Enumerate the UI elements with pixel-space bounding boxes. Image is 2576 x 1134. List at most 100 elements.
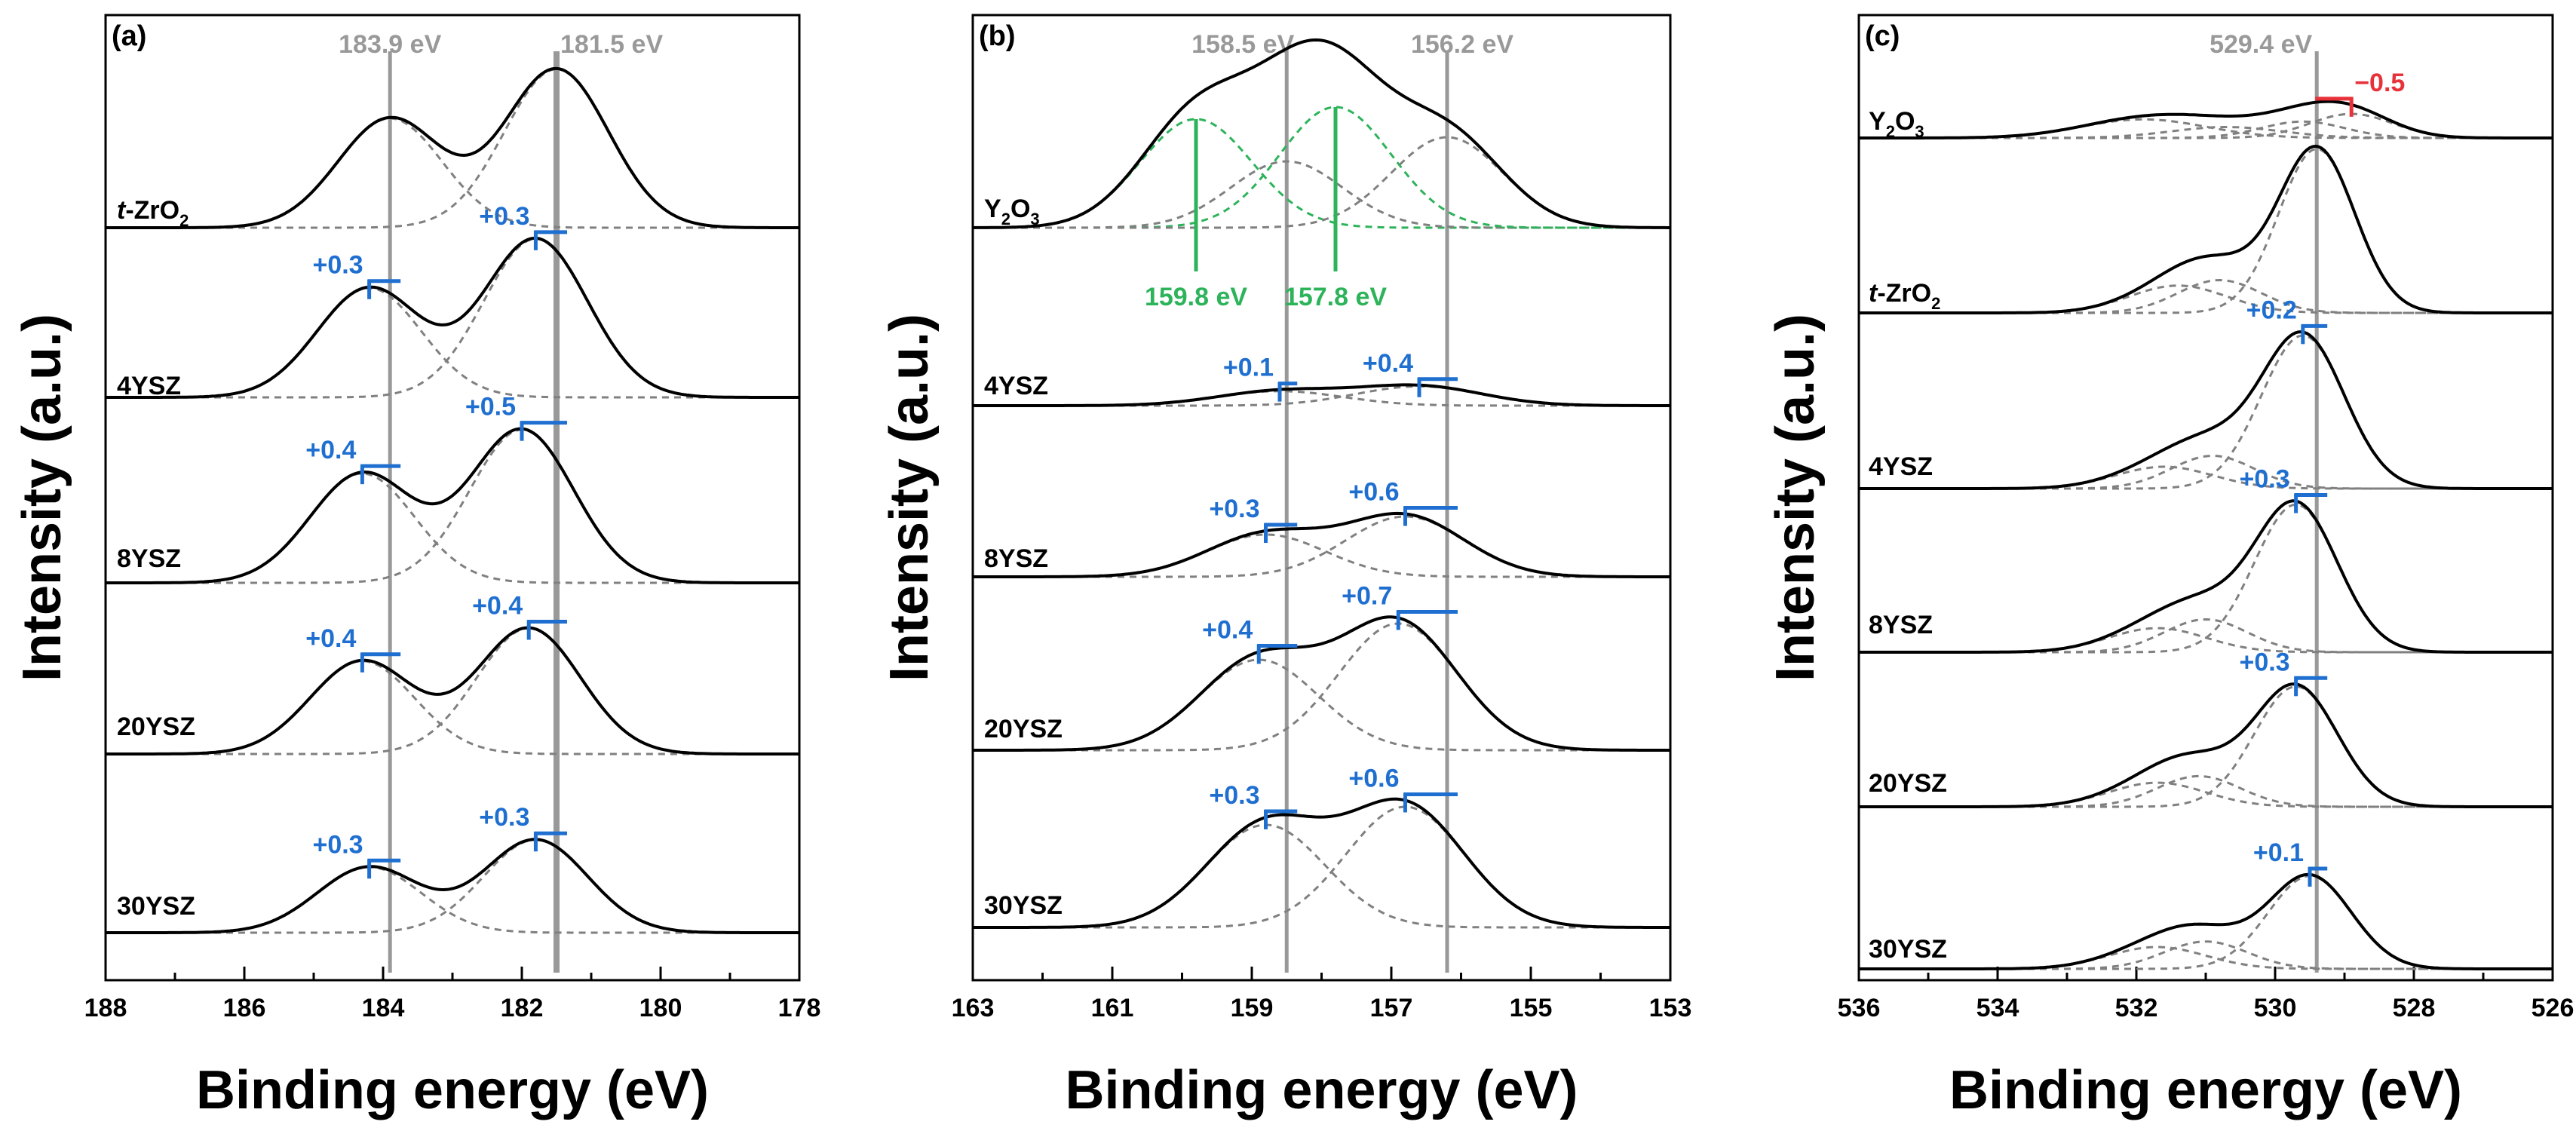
sample-label: 8YSZ (984, 544, 1048, 573)
component-curve (973, 515, 1670, 578)
series-20YSZ: 20YSZ +0.3 (1859, 648, 2553, 808)
shift-label: +0.3 (479, 803, 529, 832)
sample-label: 4YSZ (117, 372, 181, 400)
envelope-curve (973, 383, 1670, 407)
panel-3: 536 534 532 530 528 526 Binding energy (eV) Int… (1765, 14, 2574, 1120)
series-4YSZ: 4YSZ +0.1 +0.4 (973, 349, 1670, 407)
component-curve (106, 238, 799, 399)
sample-label: 8YSZ (117, 544, 181, 573)
shift-label: +0.4 (472, 592, 523, 621)
reference-label: 183.9 eV (339, 30, 441, 59)
component-curve (973, 823, 1670, 929)
sample-label: 30YSZ (117, 892, 195, 921)
y-axis-title: Intensity (a.u.) (12, 314, 72, 682)
series-4YSZ: 4YSZ +0.3 +0.3 (106, 202, 799, 400)
component-curve (106, 68, 799, 229)
shift-label: +0.3 (312, 830, 363, 859)
series-30YSZ: 30YSZ +0.3 +0.6 (973, 764, 1670, 929)
component-curve (973, 160, 1670, 229)
component-curve (1859, 455, 2553, 490)
shift-label: +0.7 (1342, 581, 1392, 610)
panel-label: (b) (979, 20, 1016, 52)
component-curve (106, 838, 799, 934)
sample-label: 30YSZ (984, 891, 1063, 920)
envelope-curve (106, 427, 799, 584)
series-30YSZ: 30YSZ +0.1 (1859, 838, 2553, 970)
shift-label: +0.3 (1209, 781, 1259, 810)
series-8YSZ: 8YSZ +0.3 (1859, 465, 2553, 654)
shift-label: +0.4 (305, 436, 356, 464)
component-curve (973, 106, 1670, 229)
component-curve (106, 117, 799, 229)
x-tick-label: 159 (1231, 994, 1274, 1022)
envelope-curve (1859, 499, 2553, 654)
component-curve (1859, 278, 2553, 314)
component-curve (1859, 465, 2553, 490)
component-curve (1859, 774, 2553, 808)
x-axis-title: Binding energy (eV) (196, 1060, 709, 1120)
x-tick-label: 180 (639, 994, 682, 1022)
x-axis-title: Binding energy (eV) (1949, 1060, 2462, 1120)
envelope-curve (106, 236, 799, 399)
component-curve (1859, 946, 2553, 970)
component-curve (1859, 112, 2553, 139)
shift-label: +0.4 (305, 624, 356, 653)
sample-label: t-ZrO2 (117, 196, 189, 230)
envelope-curve (1859, 682, 2553, 808)
panel-label: (c) (1865, 20, 1900, 52)
shift-label: +0.1 (1223, 354, 1274, 382)
panel-1: 188 186 184 182 180 178 Binding energy (eV) Int… (12, 14, 821, 1120)
x-tick-label: 184 (362, 994, 405, 1022)
plot-frame (1857, 14, 2554, 982)
shift-label: +0.4 (1363, 349, 1413, 378)
envelope-curve (106, 66, 799, 229)
component-curve (1859, 618, 2553, 654)
sample-label: 30YSZ (1869, 935, 1947, 964)
sample-label: t-ZrO2 (1869, 279, 1940, 313)
sample-label: 20YSZ (117, 713, 195, 741)
series-t-ZrO2: t-ZrO2 (106, 66, 799, 230)
series-8YSZ: 8YSZ +0.4 +0.5 (106, 393, 799, 584)
plot-frame (104, 14, 801, 982)
component-curve (106, 472, 799, 584)
envelope-curve (106, 838, 799, 934)
x-tick-label: 161 (1091, 994, 1134, 1022)
series-20YSZ: 20YSZ +0.4 +0.7 (973, 581, 1670, 752)
series-20YSZ: 20YSZ +0.4 +0.4 (106, 592, 799, 755)
envelope-curve (1859, 144, 2553, 314)
envelope-curve (1859, 872, 2553, 970)
x-tick-label: 178 (778, 994, 821, 1022)
shift-label: +0.1 (2253, 838, 2304, 867)
envelope-curve (1859, 330, 2553, 490)
component-curve (973, 533, 1670, 578)
reference-label: 156.2 eV (1411, 30, 1513, 59)
y-axis-title: Intensity (a.u.) (879, 314, 940, 682)
component-curve (1859, 627, 2553, 654)
reference-label: 529.4 eV (2210, 30, 2312, 59)
component-curve (973, 390, 1670, 407)
series-4YSZ: 4YSZ +0.2 (1859, 296, 2553, 490)
y-axis-title: Intensity (a.u.) (1765, 314, 1826, 682)
shift-label: +0.3 (312, 251, 363, 280)
series-8YSZ: 8YSZ +0.3 +0.6 (973, 477, 1670, 578)
shift-label: +0.6 (1348, 764, 1399, 792)
shift-label: +0.2 (2246, 296, 2297, 324)
component-curve (1859, 284, 2553, 314)
shift-label: −0.5 (2354, 69, 2405, 97)
envelope-curve (972, 38, 1670, 229)
component-curve (106, 287, 799, 399)
series-Y2O3: Y2O3 −0.5 (1859, 69, 2553, 141)
component-curve (973, 805, 1670, 929)
envelope-curve (973, 615, 1670, 752)
shift-label: +0.3 (2239, 648, 2289, 676)
x-axis-title: Binding energy (eV) (1065, 1060, 1578, 1120)
component-curve (973, 136, 1670, 229)
shift-label: +0.5 (465, 393, 516, 421)
panel-2: 163 161 159 157 155 153 Binding energy (eV) Int… (879, 14, 1691, 1120)
component-curve (1859, 503, 2553, 654)
envelope-curve (973, 797, 1670, 929)
component-curve (1859, 148, 2553, 314)
x-tick-label: 526 (2532, 994, 2574, 1022)
component-label: 159.8 eV (1145, 283, 1247, 311)
